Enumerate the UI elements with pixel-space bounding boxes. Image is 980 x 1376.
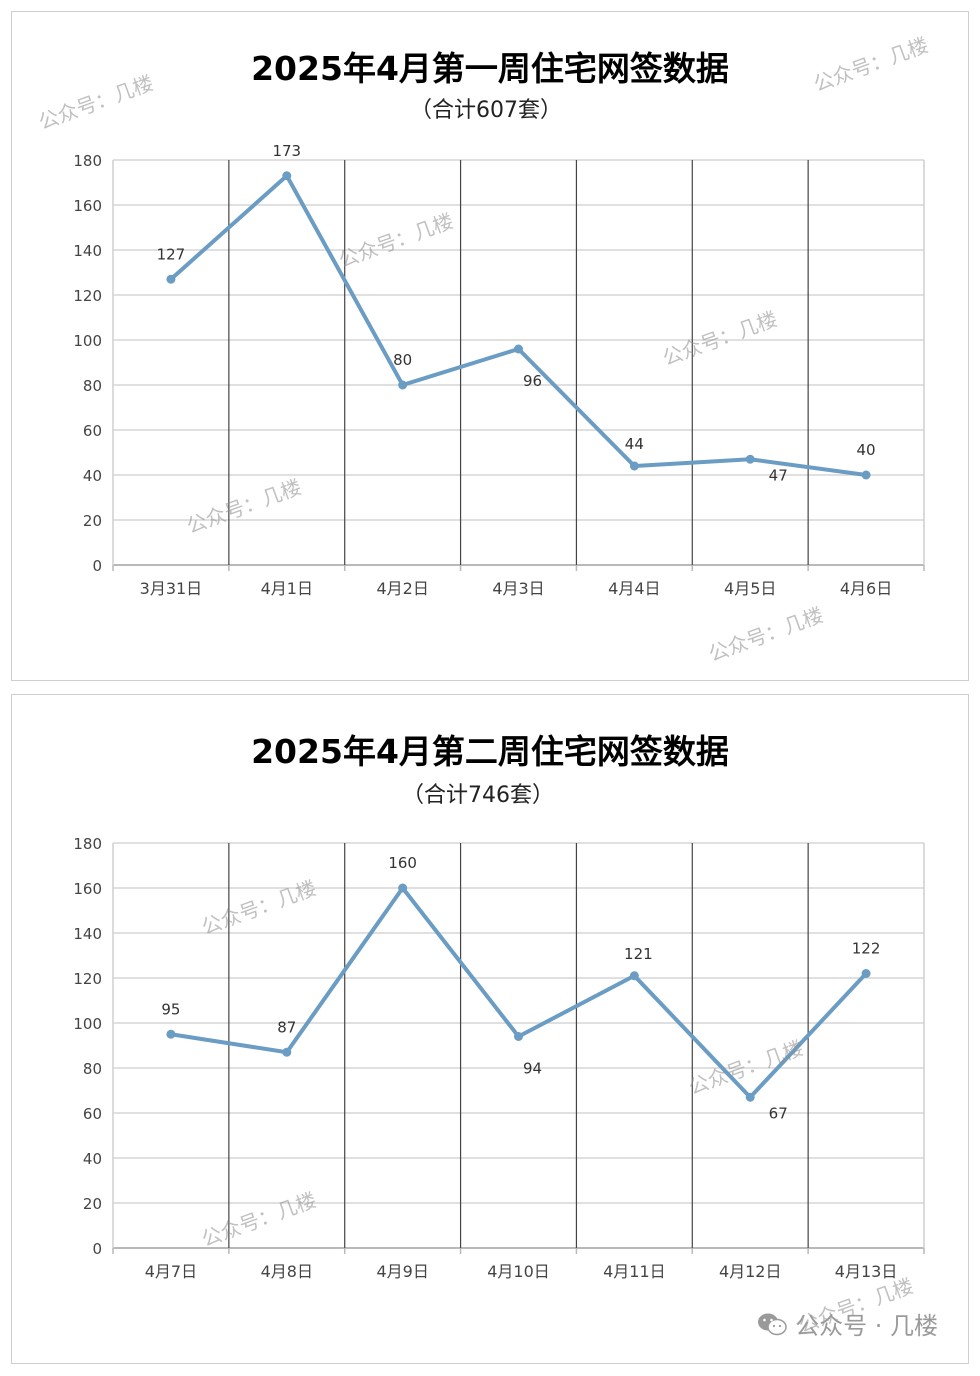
x-tick-label: 4月6日: [840, 579, 892, 598]
chart-title: 2025年4月第二周住宅网签数据: [251, 732, 729, 771]
line-chart-week2: 0 20 40 60 80 100 120 140 160 180 4月7日 4月8日 4月9日 4月10…: [73, 835, 925, 1281]
data-label: 96: [523, 372, 542, 390]
data-point: [166, 1029, 176, 1039]
footer-text: 公众号 · 几楼: [795, 1312, 938, 1340]
y-tick-label: 0: [92, 557, 102, 575]
data-label: 121: [624, 945, 653, 963]
data-point: [745, 1092, 755, 1102]
x-tick-label: 4月10日: [487, 1262, 550, 1281]
data-label: 40: [857, 441, 876, 459]
x-tick-label: 3月31日: [140, 579, 203, 598]
data-point: [166, 274, 176, 284]
y-tick-label: 140: [73, 242, 102, 260]
data-point: [398, 883, 408, 893]
y-tick-label: 120: [73, 287, 102, 305]
x-tick-label: 4月2日: [376, 579, 428, 598]
data-point: [629, 971, 639, 981]
data-point: [282, 171, 292, 181]
data-label: 122: [852, 940, 881, 958]
x-tick-label: 4月8日: [261, 1262, 313, 1281]
x-tick-label: 4月3日: [492, 579, 544, 598]
chart-panel-week2: 2025年4月第二周住宅网签数据 （合计746套） 0 20 40 60 80 100 12…: [11, 694, 969, 1364]
data-point: [629, 461, 639, 471]
data-point: [282, 1047, 292, 1057]
data-point: [514, 1032, 523, 1041]
data-label: 67: [769, 1104, 788, 1122]
x-tick-label: 4月5日: [724, 579, 776, 598]
y-tick-label: 40: [83, 1150, 102, 1168]
footer-brand: 公众号 · 几楼: [757, 1306, 938, 1341]
y-tick-label: 80: [83, 1060, 102, 1078]
data-point: [398, 380, 408, 390]
x-tick-label: 4月13日: [835, 1262, 898, 1281]
data-label: 160: [388, 854, 417, 872]
data-label: 87: [277, 1018, 296, 1036]
data-point: [745, 454, 755, 464]
y-tick-label: 160: [73, 197, 102, 215]
wechat-icon: [757, 1312, 787, 1336]
chart-panel-week1: 2025年4月第一周住宅网签数据 （合计607套） 0 20 40 60 80 100 12…: [11, 11, 969, 681]
y-tick-label: 80: [83, 377, 102, 395]
data-label: 127: [157, 245, 186, 263]
chart-title: 2025年4月第一周住宅网签数据: [251, 49, 729, 88]
y-tick-label: 40: [83, 467, 102, 485]
chart-subtitle: （合计746套）: [402, 783, 554, 808]
y-tick-label: 100: [73, 332, 102, 350]
y-tick-label: 180: [73, 152, 102, 170]
data-label: 47: [769, 466, 788, 484]
data-label: 44: [625, 435, 644, 453]
y-tick-label: 20: [83, 512, 102, 530]
y-tick-label: 0: [92, 1240, 102, 1258]
x-tick-label: 4月11日: [603, 1262, 666, 1281]
data-label: 80: [393, 351, 412, 369]
x-tick-label: 4月4日: [608, 579, 660, 598]
x-tick-label: 4月1日: [261, 579, 313, 598]
x-tick-label: 4月9日: [376, 1262, 428, 1281]
y-tick-label: 60: [83, 1105, 102, 1123]
data-label: 94: [523, 1060, 542, 1078]
x-tick-label: 4月7日: [145, 1262, 197, 1281]
line-chart-week1: 0 20 40 60 80 100 120 140 160 180 3月31日 4月1日 4月2日 4月3…: [73, 142, 925, 598]
y-tick-label: 180: [73, 835, 102, 853]
y-tick-label: 140: [73, 925, 102, 943]
x-tick-label: 4月12日: [719, 1262, 782, 1281]
data-label: 95: [161, 1000, 180, 1018]
y-tick-label: 160: [73, 880, 102, 898]
chart-subtitle: （合计607套）: [410, 98, 562, 123]
y-tick-label: 120: [73, 970, 102, 988]
data-point: [861, 969, 871, 978]
data-point: [514, 344, 523, 354]
y-tick-label: 20: [83, 1195, 102, 1213]
y-tick-label: 100: [73, 1015, 102, 1033]
y-tick-label: 60: [83, 422, 102, 440]
data-point: [861, 470, 871, 480]
data-label: 173: [272, 142, 301, 160]
